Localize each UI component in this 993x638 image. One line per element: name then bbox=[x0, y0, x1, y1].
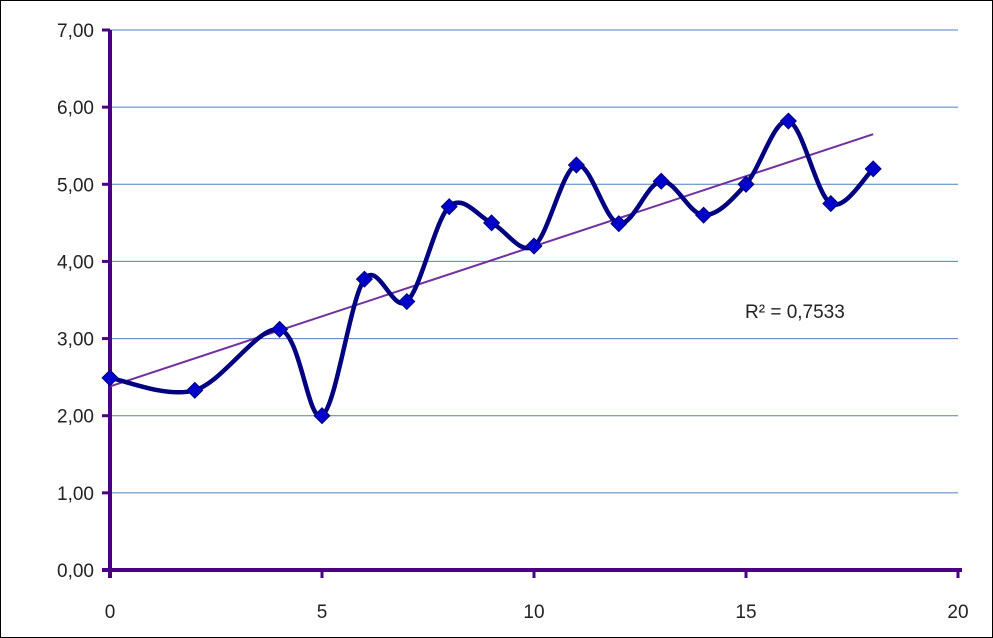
data-point-marker bbox=[355, 270, 373, 288]
data-point-marker bbox=[610, 215, 628, 233]
y-tick-label: 0,00 bbox=[57, 561, 94, 582]
data-point-marker bbox=[101, 369, 119, 387]
r-squared-annotation: R² = 0,7533 bbox=[745, 302, 845, 323]
data-point-marker bbox=[186, 381, 204, 399]
y-tick-label: 4,00 bbox=[57, 252, 94, 273]
y-tick-label: 1,00 bbox=[57, 484, 94, 505]
data-point-marker bbox=[398, 292, 416, 311]
y-tick-label: 2,00 bbox=[57, 407, 94, 428]
y-tick-label: 7,00 bbox=[57, 21, 94, 42]
x-tick-label: 0 bbox=[105, 602, 116, 623]
x-tick-label: 10 bbox=[523, 602, 544, 623]
data-point-marker bbox=[271, 320, 289, 338]
x-tick-label: 15 bbox=[735, 602, 756, 623]
data-point-marker bbox=[779, 112, 797, 130]
axes bbox=[102, 28, 962, 578]
y-tick-label: 5,00 bbox=[57, 175, 94, 196]
data-point-marker bbox=[737, 175, 755, 193]
series-line bbox=[109, 118, 875, 419]
y-tick-label: 3,00 bbox=[57, 330, 94, 351]
trendline-group bbox=[109, 133, 874, 388]
x-tick-label: 5 bbox=[317, 602, 328, 623]
x-tick-label: 20 bbox=[947, 602, 968, 623]
data-point-marker bbox=[525, 237, 543, 255]
y-tick-label: 6,00 bbox=[57, 98, 94, 119]
data-point-marker bbox=[652, 172, 670, 190]
data-point-marker bbox=[440, 198, 458, 216]
trendline bbox=[109, 133, 874, 388]
tick-labels: 0,00 1,00 2,00 3,00 4,00 5,00 6,00 7,00 0 5 10 15 20 bbox=[57, 21, 969, 623]
data-point-marker bbox=[567, 156, 585, 174]
data-point-marker bbox=[695, 206, 713, 224]
data-point-marker bbox=[822, 195, 840, 213]
data-point-marker bbox=[313, 407, 331, 425]
data-point-marker bbox=[864, 160, 882, 178]
data-point-marker bbox=[483, 214, 501, 232]
gridlines bbox=[110, 29, 958, 494]
series-group bbox=[101, 112, 882, 425]
